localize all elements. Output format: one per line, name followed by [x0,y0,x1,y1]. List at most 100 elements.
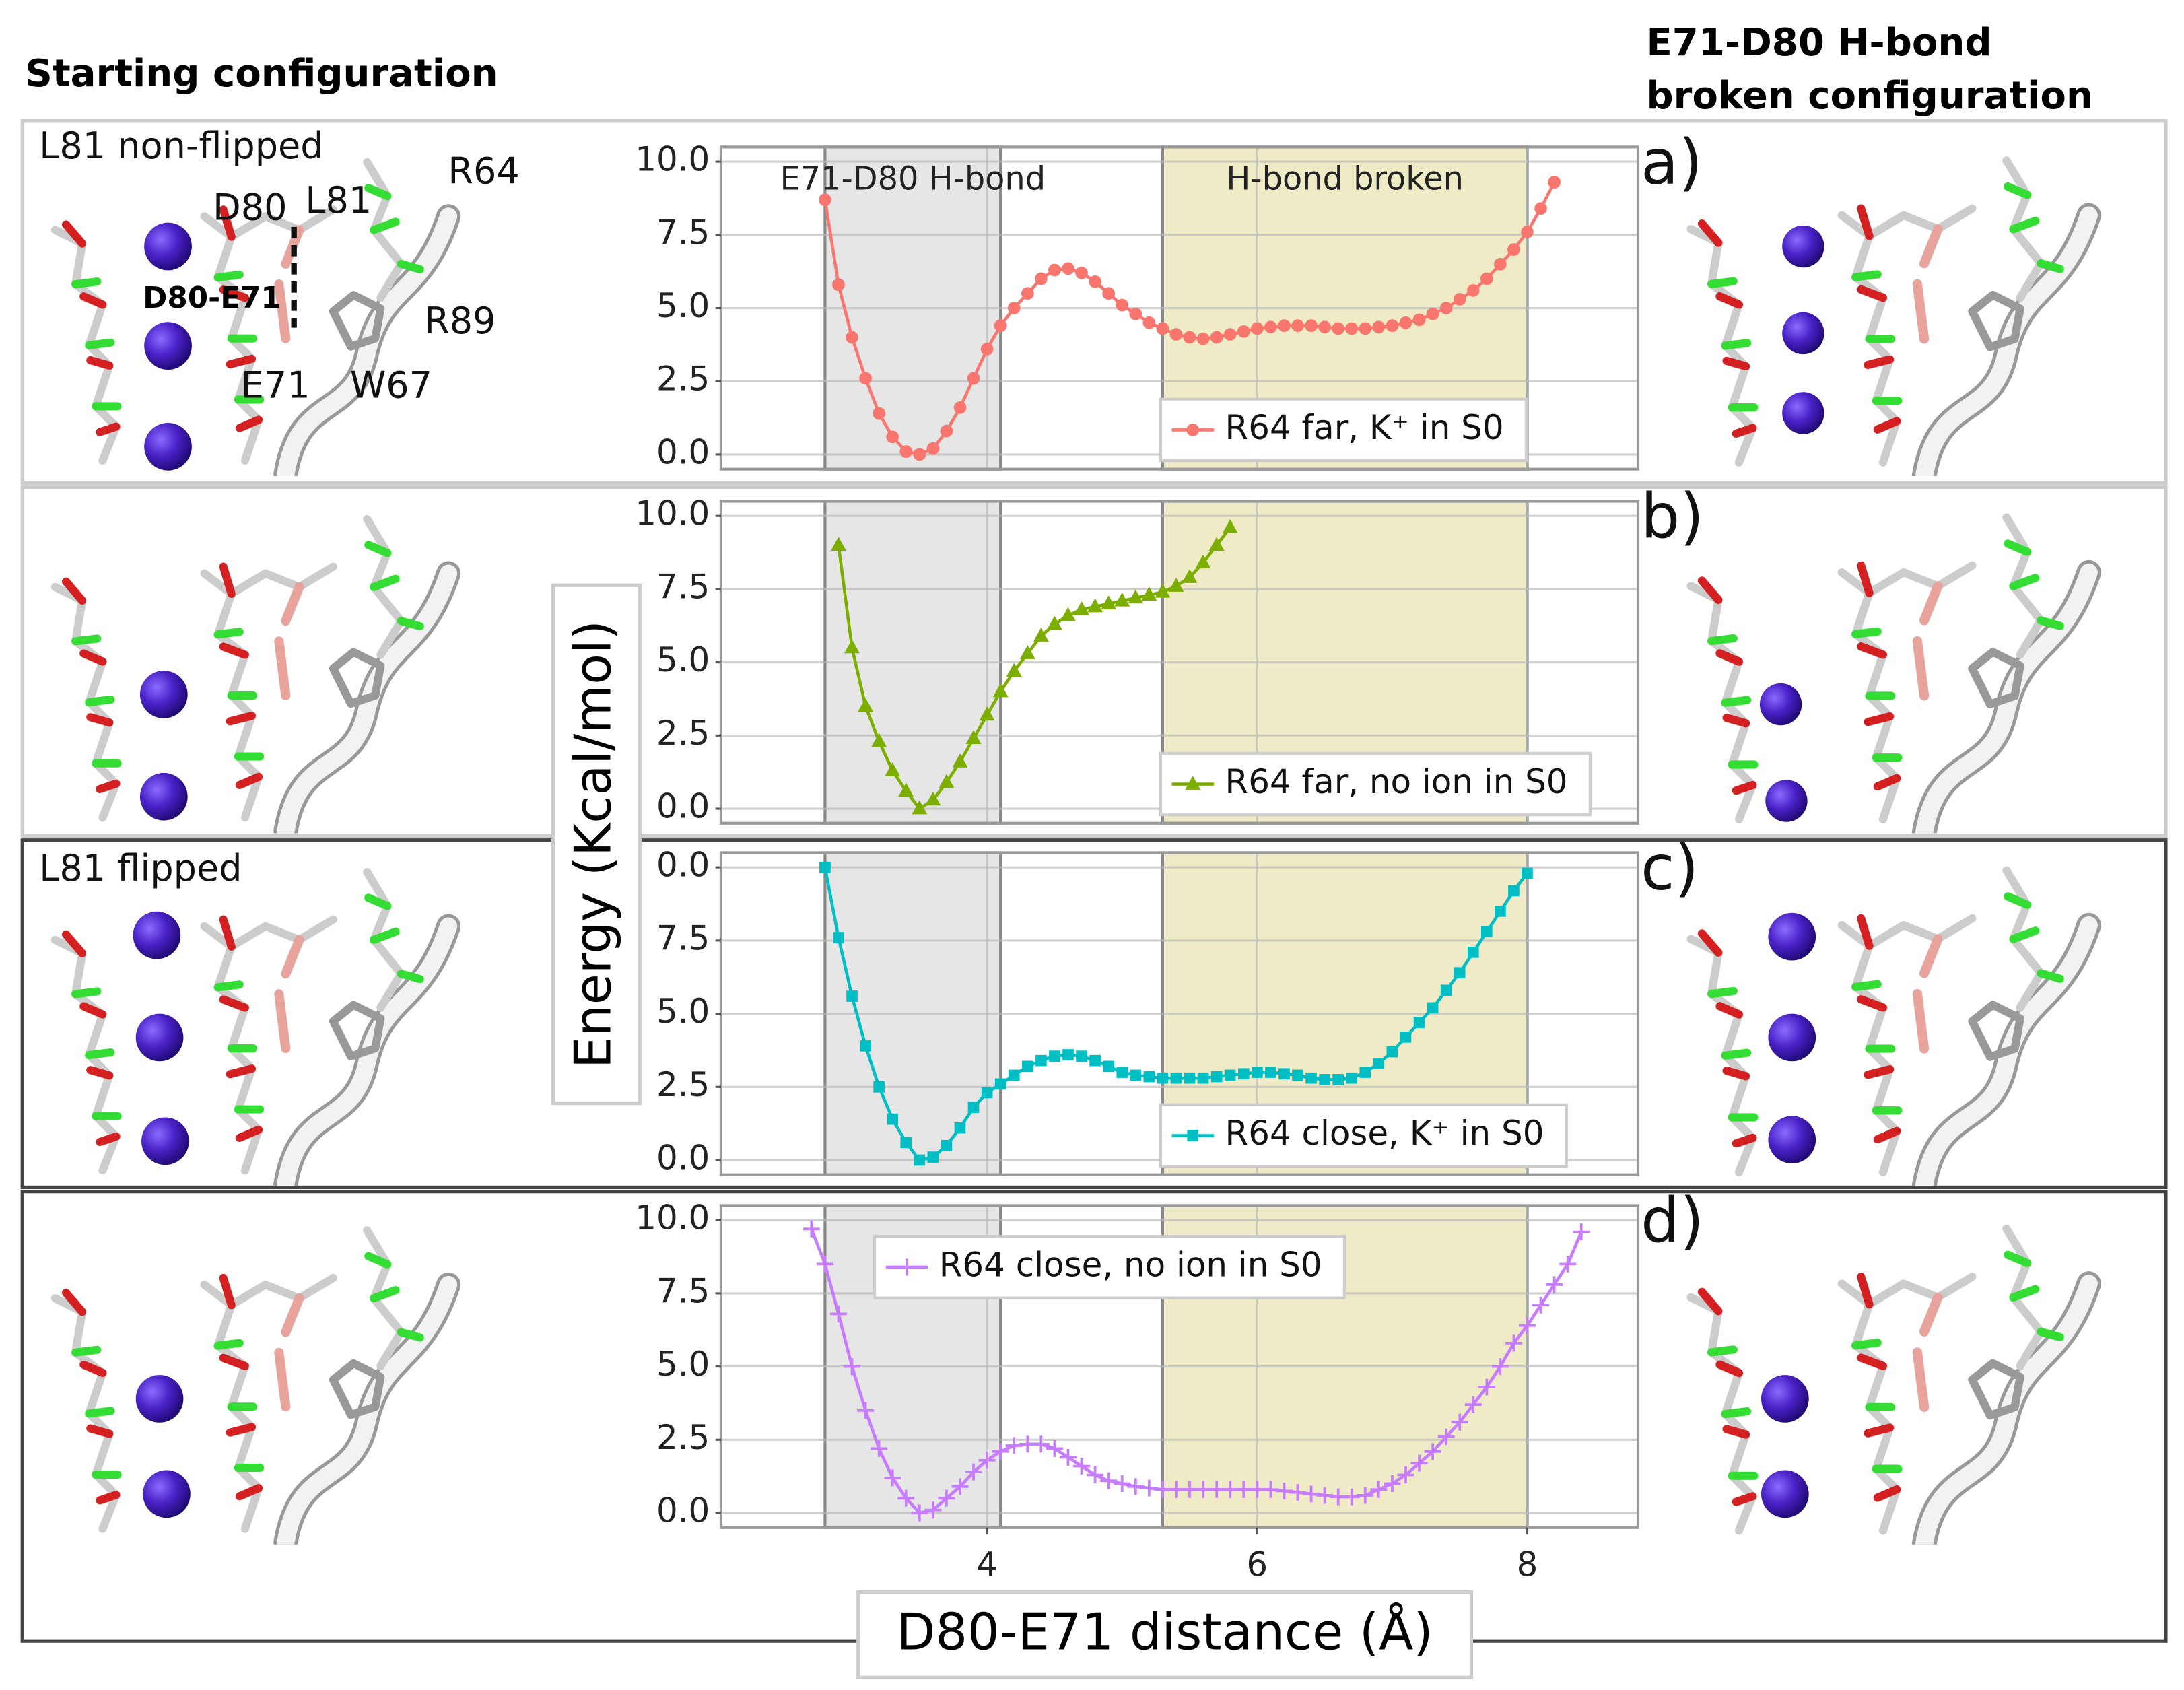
legend: R64 close, K⁺ in S0 [1159,1103,1568,1168]
marker [1410,1454,1428,1472]
marker [1059,1448,1077,1466]
marker [1116,1067,1128,1078]
marker [1007,302,1021,314]
y-tick-label: 2.5 [656,1065,710,1104]
marker [898,782,914,797]
right-title: broken configuration [1646,74,2092,118]
marker [1424,1443,1441,1460]
x-label-box [856,1590,1474,1679]
marker [1546,1276,1563,1293]
marker [1170,1072,1182,1084]
marker [913,448,926,461]
marker [1142,316,1156,329]
marker [1005,1437,1023,1454]
y-tick-label: 7.5 [656,567,710,606]
marker [1534,202,1547,215]
marker [831,537,846,551]
y-tick-label: 0.0 [656,1138,710,1177]
marker [1196,332,1210,345]
marker [1481,926,1493,938]
marker [1210,1071,1223,1083]
marker [1021,1060,1033,1073]
marker [832,278,845,292]
marker [1521,226,1534,238]
marker [941,1139,953,1151]
marker [1127,1478,1145,1495]
marker [1156,322,1169,335]
marker [1075,266,1088,279]
marker [1074,601,1089,615]
marker [1292,1069,1303,1081]
marker [871,733,887,747]
marker [1508,885,1520,897]
y-tick-label: 2.5 [656,1418,710,1457]
marker [897,1489,915,1507]
marker [859,372,872,385]
marker [886,430,899,444]
annotation: E71 [241,364,310,407]
marker [1060,607,1076,621]
legend-label: R64 far, K⁺ in S0 [1225,408,1504,447]
annotation: R89 [424,300,496,342]
marker [846,990,858,1002]
marker [952,753,968,768]
annotation: W67 [350,364,432,407]
marker [844,639,860,654]
y-axis-label: Energy (Kcal/mol) [564,620,622,1069]
marker [844,1358,860,1376]
marker [899,445,913,458]
marker [857,1402,875,1419]
marker [1305,319,1318,332]
marker [1573,1223,1590,1241]
marker [1222,519,1238,533]
annotation: R64 [448,150,519,193]
panel-frame [20,838,2168,1190]
legend-marker [1186,424,1200,436]
left-title: Starting configuration [25,52,498,96]
marker [1046,1440,1063,1457]
panel-label: c) [1641,832,1699,904]
marker [1073,1457,1091,1475]
marker [1264,320,1277,334]
marker [927,1151,939,1163]
marker [1559,1255,1577,1273]
y-tick-label: 7.5 [656,1271,710,1310]
marker [994,1078,1006,1090]
marker [1454,967,1466,979]
legend-box [1159,1103,1568,1168]
annotation: D80-E71 [143,281,281,315]
panel-label: b) [1641,480,1704,552]
marker [1303,1485,1320,1503]
marker [1332,1074,1344,1085]
marker [1522,867,1533,879]
legend-label: R64 close, no ion in S0 [939,1245,1322,1284]
marker [1100,1472,1118,1489]
y-tick-label: 2.5 [656,714,710,753]
marker [1480,272,1493,285]
marker [1182,569,1198,583]
marker [819,861,831,873]
marker [1373,1058,1385,1069]
marker [1278,319,1291,332]
marker [1318,320,1331,334]
legend-marker [1185,776,1201,790]
marker [1141,586,1157,601]
marker [1372,320,1386,334]
region-label: E71-D80 H-bond [780,160,1046,197]
marker [1210,331,1223,344]
y-tick-label: 7.5 [656,918,710,957]
marker [980,343,994,356]
marker [1359,1067,1371,1078]
marker [1251,1067,1263,1078]
marker [1048,263,1061,277]
marker [967,1102,980,1114]
marker [900,1137,912,1149]
marker [1440,984,1452,996]
marker [914,1154,926,1166]
marker [1140,1479,1158,1497]
marker [1397,1466,1414,1483]
marker [1548,176,1561,189]
legend-marker [1187,1130,1199,1141]
marker [1370,1481,1388,1498]
legend-box [1159,397,1528,463]
